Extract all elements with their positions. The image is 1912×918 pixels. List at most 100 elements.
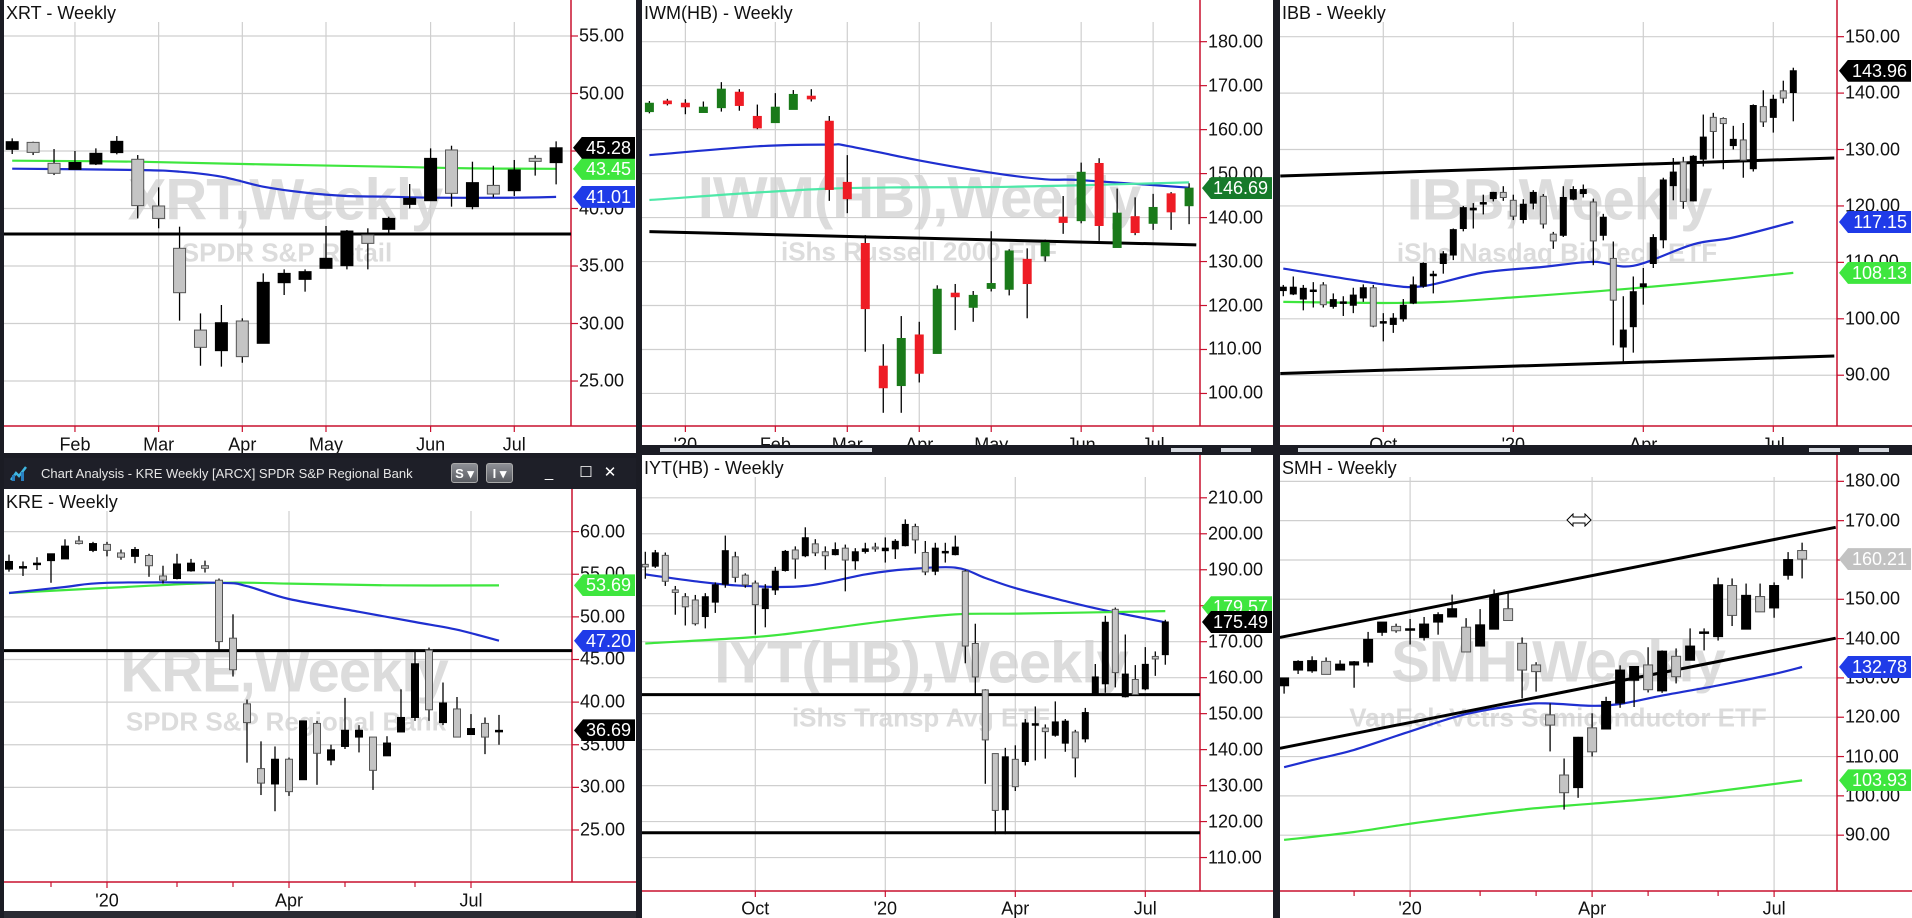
candle [1579,184,1587,198]
candle [821,546,829,570]
candle [1789,67,1797,122]
candle-body [327,749,335,761]
candle-body [361,234,375,244]
scroll-thumb[interactable] [1859,448,1889,452]
candle-body [159,575,167,581]
chart-panel-iwm[interactable]: IWM(HB),Weekly iShs Russell 2000 ETF 100.0… [638,0,1273,453]
chart-panel-iyt[interactable]: IYT(HB),Weekly iShs Transp Avg ETF 110.00 1… [638,445,1273,918]
date-axis-label: Oct [741,898,770,918]
candle-body [1112,212,1122,248]
moving-average-line [645,610,1166,645]
candle-body [1349,294,1357,306]
candle-body [1419,623,1430,638]
candle [1755,583,1766,613]
candle-body [1309,289,1317,293]
price-axis-label: 100.00 [1208,382,1264,403]
chart-panel-ibb[interactable]: IBB,Weekly iShs Nasdaq BioTech ETF 90.00 10… [1276,0,1912,453]
candle [467,714,475,736]
candle [1479,194,1487,215]
price-axis-label: 140.00 [1845,628,1901,649]
chart-panel-xrt[interactable]: XRT,Weekly SPDR S&P Retail 25.00 30.00 35.00… [0,0,636,453]
scroll-thumb[interactable] [660,448,872,452]
chart-panel-kre[interactable]: KRE,Weekly SPDR S&P Regional Bank 25.00 30.… [0,489,636,918]
candle [243,699,251,763]
candle-body [781,550,789,571]
candle-body [1389,317,1397,325]
candle-body [691,599,699,625]
chart-scroll-strip[interactable] [638,445,1273,455]
candle [1719,117,1727,170]
candle-body [1615,669,1626,704]
candle [914,321,924,383]
date-axis-label: '20 [873,898,898,918]
plot-area[interactable]: KRE,Weekly SPDR S&P Regional Bank 25.00 30.… [0,489,636,918]
candle-body [1447,608,1458,618]
candle [781,549,789,572]
candle [961,569,969,664]
style-dropdown-button[interactable]: S ▾ [451,463,478,483]
close-button[interactable]: ✕ [603,464,617,481]
candle-body [1094,162,1104,226]
candle-body [131,549,139,557]
chart-window-titlebar: Chart Analysis - KRE Weekly [ARCX] SPDR … [4,458,636,489]
candle-body [1741,594,1752,630]
last-price-tag: 53.69 [574,574,635,597]
candle-body [1657,650,1668,692]
plot-area[interactable]: XRT,Weekly SPDR S&P Retail 25.00 30.00 35.00… [0,0,636,453]
candle [1071,729,1079,778]
candle-body [1503,608,1514,622]
candle-body [1559,774,1570,794]
chart-panel-smh[interactable]: SMH,Weekly VanEck Vctrs Semiconductor ETF… [1276,445,1912,918]
candle [327,744,335,766]
minimize-button[interactable]: _ [544,464,554,481]
candle [842,155,852,214]
scroll-thumb[interactable] [1171,448,1202,452]
candle-body [243,703,251,724]
price-axis-label: 100.00 [1845,308,1901,329]
plot-area[interactable]: SMH,Weekly VanEck Vctrs Semiconductor ETF… [1276,455,1912,918]
candle-body [549,147,563,164]
candle-body [986,283,996,289]
candle [806,89,816,102]
price-axis-label: 200.00 [1208,523,1264,544]
plot-area[interactable]: IYT(HB),Weekly iShs Transp Avg ETF 110.00 1… [638,455,1273,918]
candle-body [1517,642,1528,671]
plot-area[interactable]: IBB,Weekly iShs Nasdaq BioTech ETF 90.00 10… [1276,0,1912,453]
trendline[interactable] [649,230,1197,247]
last-price-tag: 47.20 [574,629,635,652]
candle [1727,578,1738,627]
candle [734,89,744,111]
candle [716,82,726,112]
candle [1679,156,1687,209]
candle-body [681,596,689,608]
candle [1379,313,1387,342]
candle-body [731,556,739,578]
candle-body [1449,229,1457,256]
candle-body [1058,216,1068,223]
candle-body [1051,721,1059,736]
candle [1741,583,1752,630]
trendline[interactable] [1279,636,1836,750]
trendline[interactable] [1279,525,1836,639]
price-axis-label: 170.00 [1208,75,1264,96]
horizontal-scrollbar[interactable] [0,911,636,918]
candle [1041,724,1049,759]
scroll-thumb[interactable] [1809,448,1840,452]
chart-scroll-strip[interactable] [1276,445,1912,455]
trendline[interactable] [1280,354,1835,376]
indicator-dropdown-button[interactable]: I ▾ [486,463,513,483]
candle [1141,647,1149,691]
plot-area[interactable]: IWM(HB),Weekly iShs Russell 2000 ETF 100.0… [638,0,1273,453]
maximize-button[interactable]: ☐ [579,464,593,481]
candle-body [1559,196,1567,236]
candle-body [369,736,377,771]
candle-body [824,120,834,190]
candle [1599,213,1607,241]
candle-body [1689,155,1697,202]
candle [878,344,888,413]
trendline[interactable] [1280,156,1835,178]
candle-body [1539,195,1547,225]
scroll-thumb[interactable] [1298,448,1510,452]
candlestick-chart [638,455,1273,897]
scroll-thumb[interactable] [1221,448,1251,452]
